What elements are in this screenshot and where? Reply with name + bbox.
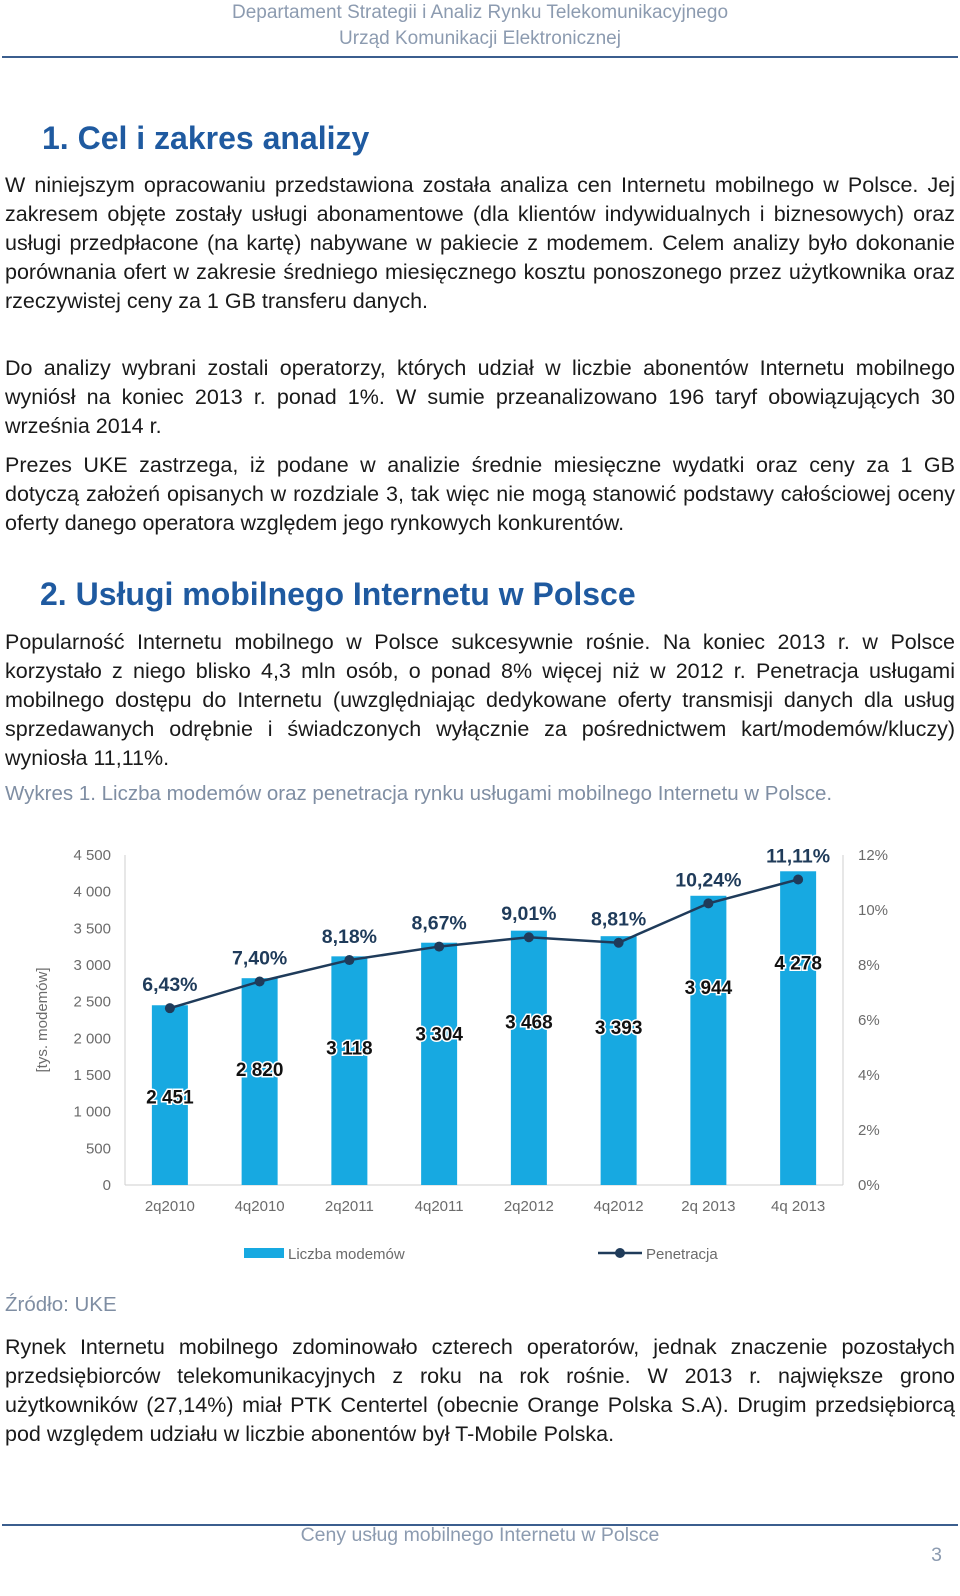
bar-value-label: 4 278 xyxy=(774,953,822,974)
y-tick-label: 4 500 xyxy=(73,847,111,864)
penetration-point xyxy=(523,932,534,943)
y-tick-label: 0 xyxy=(103,1177,111,1194)
bar xyxy=(510,930,547,1185)
chart-bars xyxy=(151,871,817,1185)
penetration-value-label: 8,67% xyxy=(411,913,466,935)
legend-line-marker xyxy=(615,1248,625,1258)
y2-tick-label: 10% xyxy=(858,902,888,919)
y-tick-label: 4 000 xyxy=(73,884,111,901)
chart-labels: 2 451 2 820 3 118 3 304 3 468 3 393 3 944 4 278… xyxy=(141,844,832,1110)
x-tick-label: 2q 2013 xyxy=(681,1198,735,1215)
penetration-point xyxy=(344,955,355,966)
bar xyxy=(241,978,278,1185)
bar-value-label: 3 468 xyxy=(505,1013,553,1034)
penetration-line xyxy=(169,878,799,1010)
x-tick-label: 2q2010 xyxy=(145,1198,195,1215)
bar-value-label: 2 820 xyxy=(236,1060,284,1081)
chart-caption: Wykres 1. Liczba modemów oraz penetracja… xyxy=(5,782,833,805)
section-1-paragraph-3: Prezes UKE zastrzega, iż podane w analiz… xyxy=(5,453,955,535)
y-tick-label: 500 xyxy=(86,1140,111,1157)
legend-bar-swatch xyxy=(244,1248,284,1258)
y-tick-label: 2 000 xyxy=(73,1030,111,1047)
section-1-paragraph-2: Do analizy wybrani zostali operatorzy, k… xyxy=(5,356,955,438)
bar-value-label: 3 118 xyxy=(326,1038,373,1059)
bar xyxy=(690,895,727,1185)
x-tick-label: 4q2012 xyxy=(594,1198,644,1215)
footer-title: Ceny usług mobilnego Internetu w Polsce xyxy=(300,1524,660,1546)
penetration-point xyxy=(434,941,445,952)
page-header: Departament Strategii i Analiz Rynku Tel… xyxy=(0,0,960,52)
penetration-point xyxy=(613,937,624,948)
chart-axes: 0 500 1 000 1 500 2 000 2 500 3 000 3 500 4 000 4… xyxy=(34,847,888,1215)
footer-divider xyxy=(2,1524,958,1526)
chart-legend: Liczba modemów Penetracja xyxy=(244,1246,718,1263)
penetration-point xyxy=(793,874,804,885)
bar xyxy=(780,871,817,1185)
x-tick-label: 4q 2013 xyxy=(771,1198,825,1215)
y-tick-label: 2 500 xyxy=(73,994,111,1011)
y2-tick-label: 8% xyxy=(858,957,880,974)
modems-penetration-chart: 0 500 1 000 1 500 2 000 2 500 3 000 3 500 4 000 4… xyxy=(34,844,888,1263)
bar-value-label: 2 451 xyxy=(146,1087,194,1108)
penetration-point xyxy=(164,1003,175,1014)
penetration-value-label: 10,24% xyxy=(675,869,741,891)
y-tick-label: 3 000 xyxy=(73,957,111,974)
page-number: 3 xyxy=(931,1544,942,1566)
x-tick-label: 4q2010 xyxy=(235,1198,285,1215)
y-axis-label: [tys. modemów] xyxy=(34,967,51,1072)
y2-tick-label: 2% xyxy=(858,1122,880,1139)
bar xyxy=(151,1005,188,1185)
section-2-title: 2. Usługi mobilnego Internetu w Polsce xyxy=(40,576,636,612)
header-office: Urząd Komunikacji Elektronicznej xyxy=(339,28,621,49)
header-department: Departament Strategii i Analiz Rynku Tel… xyxy=(231,2,729,23)
y2-tick-label: 0% xyxy=(858,1177,880,1194)
penetration-value-label: 9,01% xyxy=(501,903,556,925)
y2-tick-label: 12% xyxy=(858,847,888,864)
x-tick-label: 4q2011 xyxy=(415,1198,464,1215)
penetration-value-label: 11,11% xyxy=(766,845,830,867)
penetration-value-label: 8,81% xyxy=(591,909,646,931)
penetration-point xyxy=(254,976,265,987)
section-2-paragraph-2: Rynek Internetu mobilnego zdominowało cz… xyxy=(5,1335,955,1446)
y2-tick-label: 4% xyxy=(858,1067,880,1084)
y2-tick-label: 6% xyxy=(858,1012,880,1029)
bar-value-label: 3 944 xyxy=(685,978,733,999)
bar xyxy=(331,956,368,1185)
penetration-point xyxy=(703,898,714,909)
section-1-paragraph-1: W niniejszym opracowaniu przedstawiona z… xyxy=(5,173,955,313)
x-tick-label: 2q2011 xyxy=(325,1198,374,1215)
y-tick-label: 3 500 xyxy=(73,920,111,937)
x-tick-label: 2q2012 xyxy=(504,1198,554,1215)
chart-source: Źródło: UKE xyxy=(5,1293,117,1316)
chart-line xyxy=(164,874,804,1014)
y-tick-label: 1 000 xyxy=(73,1104,111,1121)
header-divider xyxy=(2,56,958,58)
bar xyxy=(421,942,458,1185)
bar-value-label: 3 393 xyxy=(595,1018,643,1039)
bar xyxy=(600,936,637,1185)
section-2-paragraph-1: Popularność Internetu mobilnego w Polsce… xyxy=(5,630,955,770)
penetration-value-label: 8,18% xyxy=(322,926,377,948)
legend-bar-label: Liczba modemów xyxy=(288,1246,405,1263)
penetration-value-label: 6,43% xyxy=(142,974,197,996)
legend-line-label: Penetracja xyxy=(646,1246,718,1263)
section-1-title: 1. Cel i zakres analizy xyxy=(42,120,370,156)
penetration-value-label: 7,40% xyxy=(232,948,287,970)
bar-value-label: 3 304 xyxy=(415,1025,463,1046)
y-tick-label: 1 500 xyxy=(73,1067,111,1084)
